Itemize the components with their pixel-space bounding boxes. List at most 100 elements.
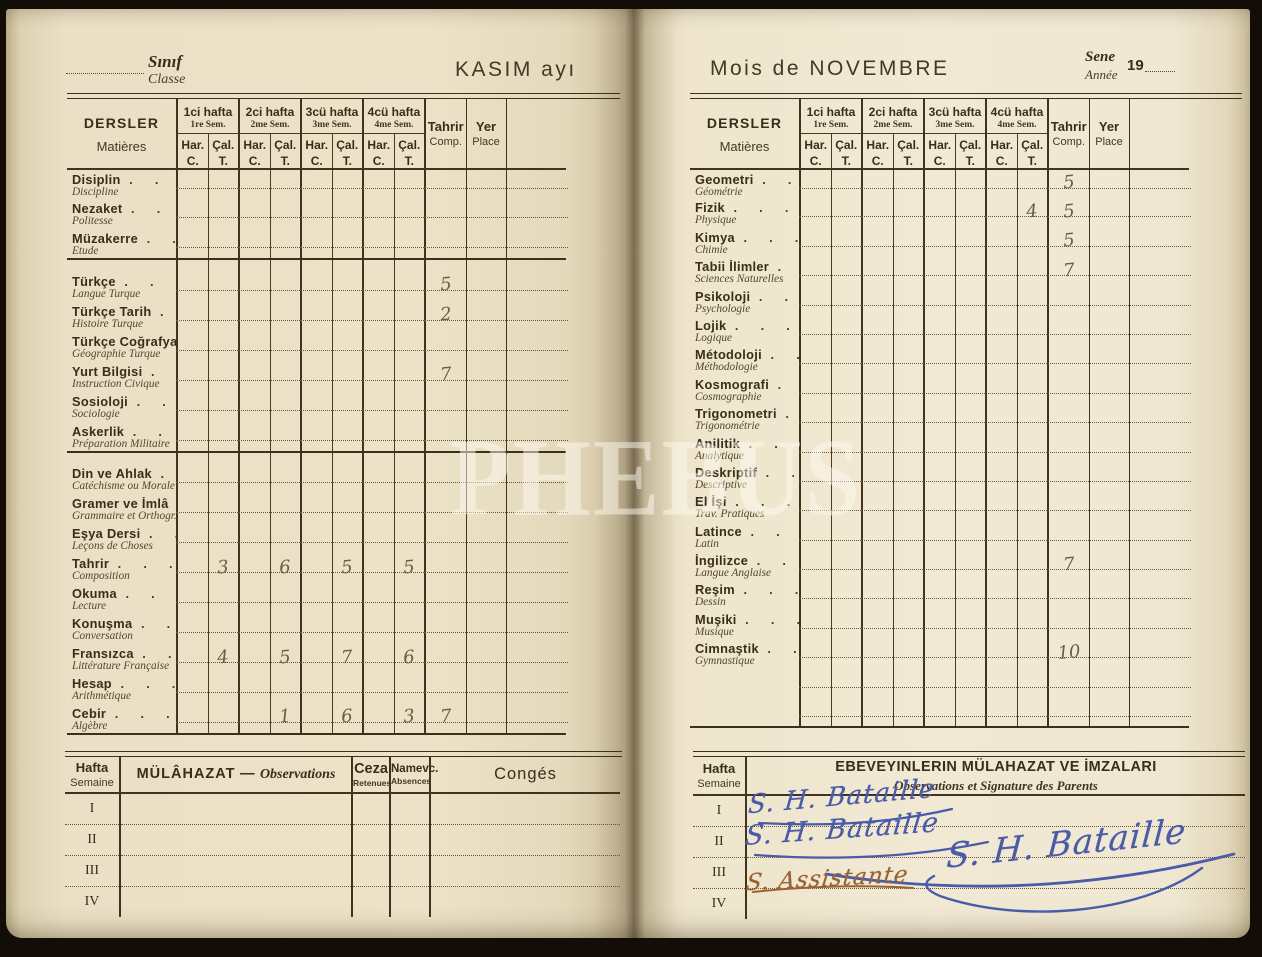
leader-dots: . . . (734, 582, 800, 598)
grade-cell (985, 580, 1020, 610)
grade-cell (176, 464, 211, 494)
week-numeral: IV (84, 893, 100, 909)
subject-row: Tabii İlimler . . .Sciences Naturelles 7 (690, 257, 1192, 287)
grade-cell (176, 674, 211, 704)
grade-cell (207, 199, 241, 229)
grade-cell (799, 257, 834, 287)
har-c-header: Har. C. (300, 133, 332, 170)
grade-cell (465, 301, 508, 332)
cal-t-header: Çal. T. (1016, 133, 1048, 170)
grade-cell: 6 (331, 704, 365, 735)
grade-cell: 3 (393, 704, 427, 735)
grade-cell (830, 286, 864, 316)
grade-cell (269, 584, 303, 614)
grade-cell (393, 169, 427, 199)
grade-cell (207, 271, 241, 302)
grade-cell (954, 404, 988, 434)
grade-cell (892, 462, 926, 493)
dersler-header: DERSLER Matières (67, 99, 177, 170)
cal-t-header: Çal. T. (269, 133, 301, 170)
grade-cell (424, 494, 469, 524)
leader-dots: . . . (770, 347, 800, 363)
grade-cell (1016, 462, 1050, 493)
grade-cell (424, 644, 469, 674)
ceza-cell (351, 793, 390, 825)
grade-cell (1016, 668, 1050, 699)
grade-cell (465, 614, 508, 644)
grade-cell (300, 614, 335, 644)
leader-dots: . . . (160, 303, 177, 319)
grade-cell (207, 614, 241, 644)
grade-cell (830, 580, 864, 610)
week-numeral: I (65, 793, 120, 825)
leader-dots: . . . (125, 586, 177, 601)
har-c-header: Har. C. (238, 133, 270, 170)
yer-header: Yer Place (1088, 99, 1129, 170)
grade-cell (985, 551, 1020, 581)
grade-cell (1088, 169, 1131, 199)
grade-cell (1128, 698, 1192, 729)
grade-cell (985, 198, 1020, 228)
week-3-header: 3cü hafta 3me Sem. (300, 99, 363, 134)
grade-cell (892, 492, 926, 522)
subject-row: Psikoloji . . .Psychologie (690, 286, 1192, 316)
conges-cell (429, 886, 620, 917)
week-2-header: 2ci hafta 2me Sem. (861, 99, 924, 134)
grade-cell (176, 169, 211, 199)
grade-cell (393, 524, 427, 554)
grade-cell (505, 391, 569, 422)
grade-cell (465, 361, 508, 392)
grade-cell (300, 331, 335, 362)
grade-cell (892, 668, 926, 699)
grade-cell (1016, 492, 1050, 522)
namevc-cell (389, 824, 430, 856)
grade-cell (799, 609, 834, 640)
subject-name-cell: Kimya . . . Chimie (690, 228, 800, 257)
signatures-header-row: Hafta Semaine EBEVEYINLERIN MÜLAHAZAT VE… (693, 756, 1245, 796)
grade-cell (985, 345, 1020, 375)
right-table-top-rule (690, 93, 1242, 99)
grade-cell: 4 (207, 644, 241, 674)
grade-cell (954, 433, 988, 463)
subject-name-cell: Hesap . . . Arithmétique (67, 674, 177, 704)
grade-cell (505, 644, 569, 674)
grade-cell (465, 421, 508, 452)
grade-cell (830, 551, 864, 581)
subject-name-cell: Müzakerre . . .Etude (67, 229, 177, 259)
observations-label: Observations (259, 767, 336, 782)
grade-mark: 7 (1062, 259, 1076, 282)
subject-name-cell: Cebir . . . Algèbre (67, 704, 177, 735)
har-c-header: Har. C. (985, 133, 1017, 170)
subject-name-cell (690, 698, 800, 729)
grade-cell (505, 614, 569, 644)
grade-cell (300, 301, 335, 332)
grade-cell (238, 644, 273, 674)
leader-dots: . . . (748, 435, 800, 451)
leader-dots: . . . (129, 172, 177, 187)
grade-cell: 1 (269, 704, 303, 735)
grade-cell (331, 524, 365, 554)
grade-cell (985, 609, 1020, 640)
grade-cell (892, 315, 926, 346)
grade-cell (1016, 580, 1050, 610)
grade-cell (331, 271, 365, 302)
leader-dots: . . . (160, 466, 177, 481)
absences-label: Absences (391, 775, 432, 786)
subject-name-cell: Tahrir . . . Composition (72, 556, 177, 582)
subject-row: Cebir . . . Algèbre 1 6 3 7 (67, 704, 569, 735)
subject-row: Yurt Bilgisi . . .Instruction Civique 7 (67, 361, 569, 392)
grade-mark: 3 (216, 556, 230, 579)
grade-cell (923, 433, 958, 463)
grade-cell (861, 404, 896, 434)
grade-cell (1128, 286, 1192, 316)
subject-row: Geometri . . .Géométrie 5 (690, 169, 1192, 199)
grade-cell (1088, 227, 1131, 258)
grade-cell (238, 331, 273, 362)
grade-cell (861, 698, 896, 729)
grade-cell (393, 674, 427, 704)
subject-name-cell: Gramer ve İmlâ . . .Grammaire et Orthogr… (67, 494, 177, 524)
grade-cell (424, 331, 469, 362)
grade-cell (923, 462, 958, 493)
grade-cell (861, 286, 896, 316)
grade-cell (465, 464, 508, 494)
